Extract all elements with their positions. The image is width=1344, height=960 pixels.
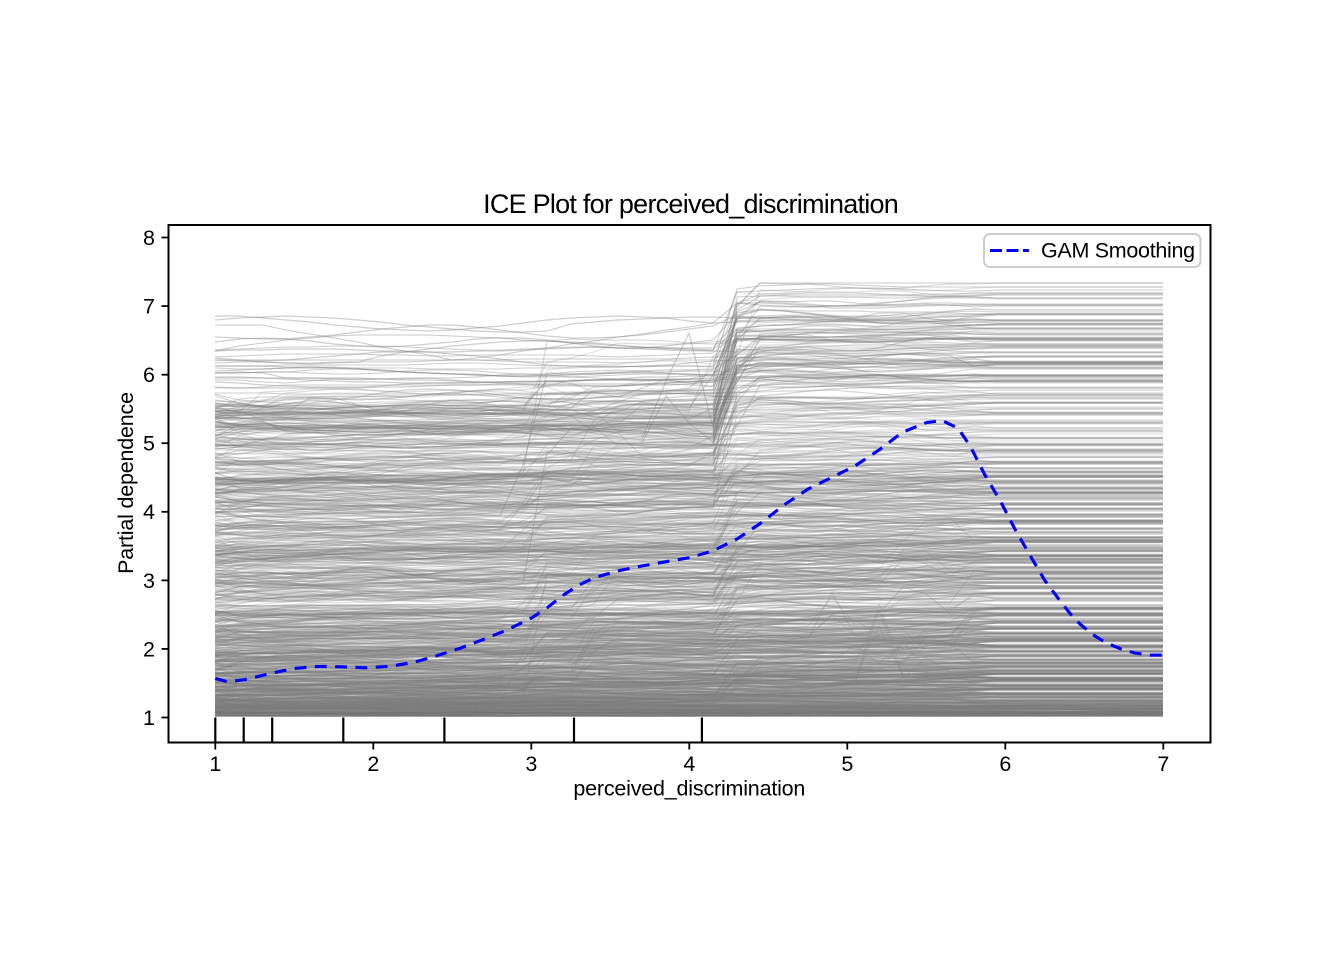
svg-text:5: 5 — [841, 752, 853, 776]
svg-text:2: 2 — [367, 752, 379, 776]
svg-text:ICE Plot for perceived_discrim: ICE Plot for perceived_discrimination — [483, 189, 898, 219]
svg-text:3: 3 — [143, 569, 155, 593]
svg-text:7: 7 — [1157, 752, 1169, 776]
svg-text:2: 2 — [143, 637, 155, 661]
svg-text:perceived_discrimination: perceived_discrimination — [573, 777, 805, 801]
svg-text:1: 1 — [143, 706, 155, 730]
svg-text:4: 4 — [143, 500, 155, 524]
svg-text:5: 5 — [143, 432, 155, 456]
svg-text:GAM Smoothing: GAM Smoothing — [1041, 239, 1195, 263]
svg-text:7: 7 — [143, 295, 155, 319]
svg-text:1: 1 — [209, 752, 221, 776]
svg-text:Partial dependence: Partial dependence — [114, 392, 138, 574]
svg-text:8: 8 — [143, 226, 155, 250]
svg-text:6: 6 — [143, 363, 155, 387]
svg-text:4: 4 — [683, 752, 695, 776]
svg-text:6: 6 — [999, 752, 1011, 776]
svg-text:3: 3 — [525, 752, 537, 776]
